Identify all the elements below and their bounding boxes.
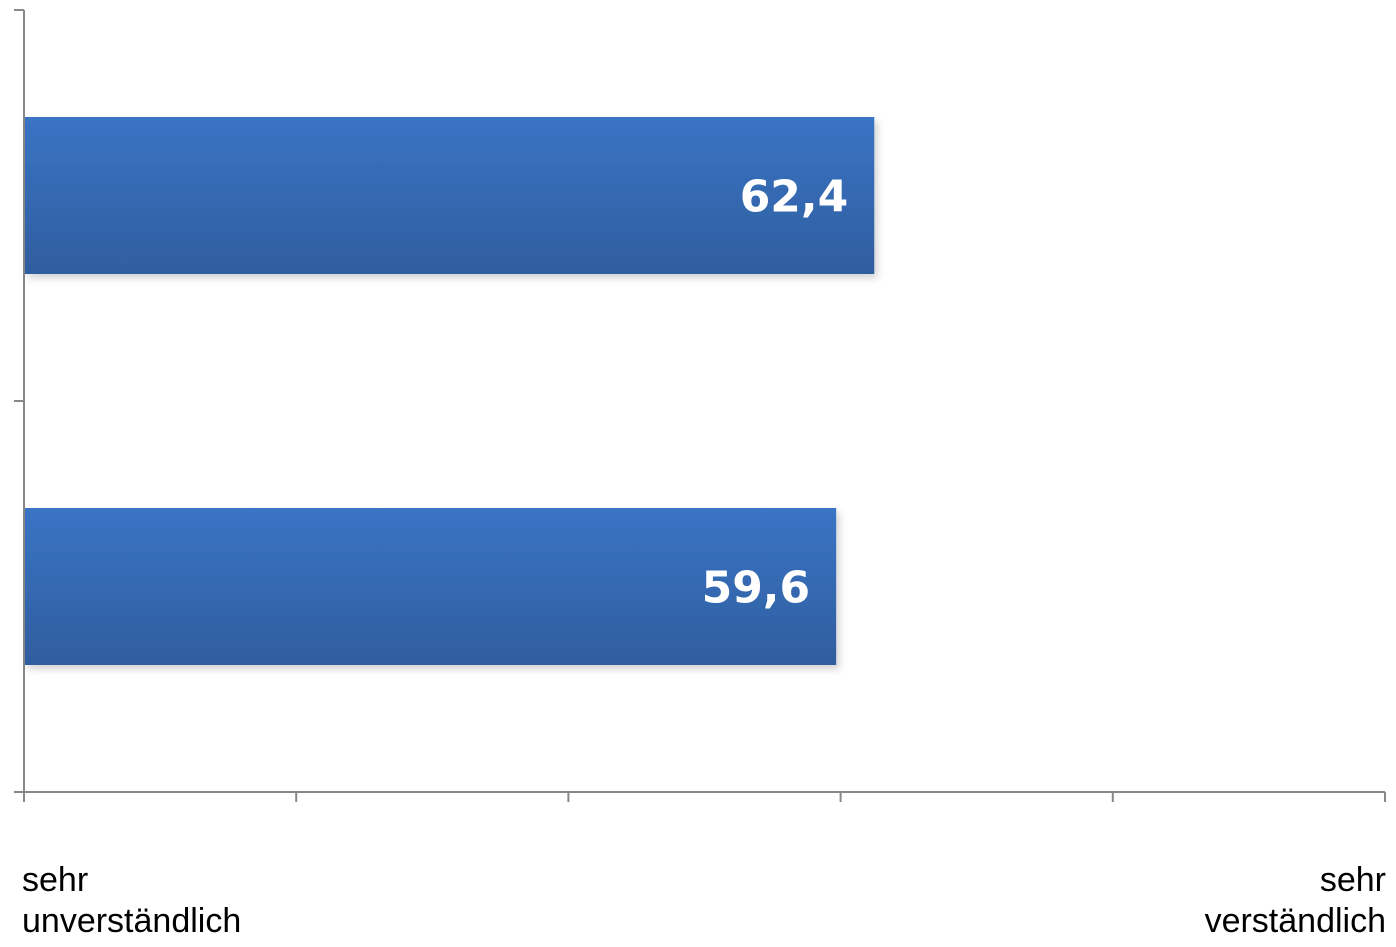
bars [25, 117, 875, 665]
x-axis-right-end-label-line1: sehr [1319, 861, 1386, 899]
x-axis-left-end-label-line1: sehr [22, 861, 89, 899]
bar-value-label: 62,4 [740, 172, 849, 223]
bar-value-label: 59,6 [702, 563, 811, 614]
x-axis-left-end-label-line2: unverständlich [22, 902, 242, 940]
x-axis-right-end-label-line2: verständlich [1204, 902, 1386, 940]
axes [14, 9, 1386, 802]
bar [25, 117, 875, 274]
bar [25, 508, 837, 665]
data-labels: 62,4 59,6 [702, 172, 849, 614]
x-axis-right-end-label: sehr verständlich [1205, 860, 1386, 942]
x-axis-left-end-label: sehr unverständlich [22, 860, 241, 942]
